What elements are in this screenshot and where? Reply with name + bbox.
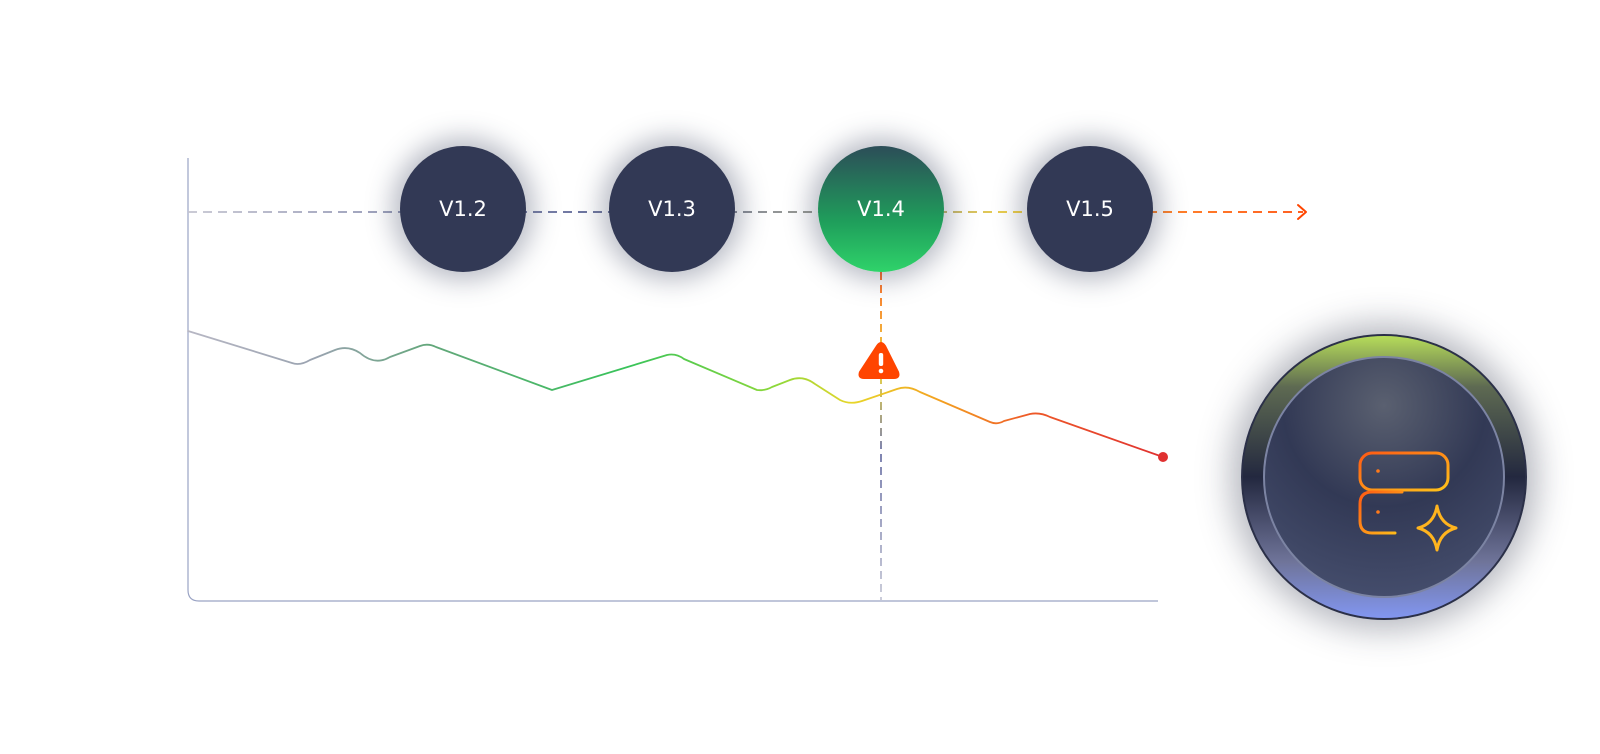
trend-line (187, 330, 1164, 458)
timeline-arrowhead-icon (1297, 204, 1307, 220)
version-label: V1.2 (439, 197, 487, 221)
server-status-node[interactable] (1241, 334, 1527, 620)
timeline-ghost-label: Incident (837, 106, 903, 124)
version-label: V1.3 (648, 197, 696, 221)
version-label: V1.4 (857, 197, 905, 221)
version-label: V1.5 (1066, 197, 1114, 221)
version-node-v1-4[interactable]: V1.4 (818, 146, 944, 272)
warning-icon[interactable] (858, 342, 900, 379)
version-node-v1-3[interactable]: V1.3 (609, 146, 735, 272)
server-node-face (1263, 356, 1505, 598)
version-node-v1-2[interactable]: V1.2 (400, 146, 526, 272)
trend-end-point (1158, 452, 1168, 462)
chart-axes (187, 158, 1158, 602)
version-node-v1-5[interactable]: V1.5 (1027, 146, 1153, 272)
server-sparkle-icon (1358, 451, 1458, 552)
